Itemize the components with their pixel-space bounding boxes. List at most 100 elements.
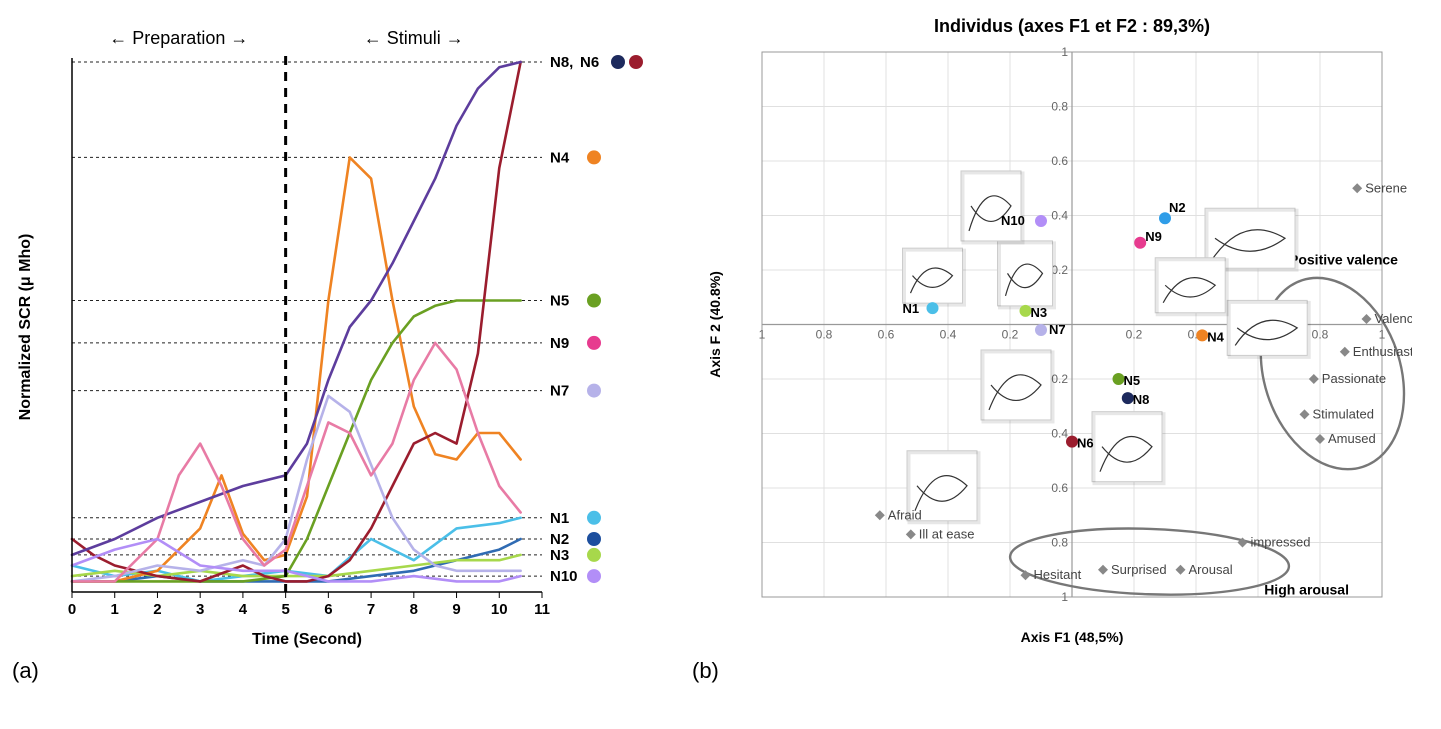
thumbnail-N9 [1155, 258, 1227, 315]
y-tick-label: 0.8 [1051, 100, 1068, 114]
attr-label-valence: Valence [1375, 311, 1413, 326]
legend-dot-N1 [587, 511, 601, 525]
pca-title: Individus (axes F1 et F2 : 89,3%) [934, 16, 1210, 36]
legend-dot-N5 [587, 294, 601, 308]
legend-dot-N10 [587, 569, 601, 583]
group-label-1: High arousal [1264, 581, 1349, 597]
attr-label-stimulated: Stimulated [1313, 406, 1374, 421]
attr-marker-passionate [1309, 374, 1319, 384]
legend-text-N4: N4 [550, 149, 570, 166]
legend-text-N5: N5 [550, 293, 569, 310]
attr-marker-enthusiastic [1340, 347, 1350, 357]
thumbnail-N10 [961, 171, 1023, 243]
attr-marker-valence [1362, 314, 1372, 324]
legend-dot-N4 [587, 150, 601, 164]
line-chart-svg: ← Preparation → ← Stimuli → N8, N6 N4 N5 N9 N7 N… [12, 12, 662, 652]
y-axis-label: Normalized SCR (μ Mho) [17, 234, 34, 421]
x-tick-label: 10 [491, 601, 508, 618]
y-tick-label: 0.6 [1051, 481, 1068, 495]
pca-chart-svg: Individus (axes F1 et F2 : 89,3%) 1 1 0.8 0.… [692, 12, 1412, 652]
thumbnail-N4 [1227, 300, 1309, 357]
attr-label-serene: Serene [1365, 180, 1407, 195]
thumbnail-N7 [981, 350, 1053, 422]
x-tick-label: 2 [153, 601, 161, 618]
pca-point-N10 [1035, 215, 1047, 227]
attr-label-arousal: Arousal [1189, 562, 1233, 577]
thumbnail-box [903, 248, 963, 303]
legend-dot-N6 [629, 55, 643, 69]
attr-label-impressed: impressed [1251, 535, 1311, 550]
legend-text-N8: N8, [550, 54, 573, 71]
phase-label-stimuli: ← Stimuli → [364, 28, 464, 48]
thumbnail-N6 [1092, 412, 1164, 484]
x-tick-label: 0.6 [878, 328, 895, 342]
phase-label-preparation: ← Preparation → [109, 28, 248, 48]
panel-b-label: (b) [692, 658, 1412, 684]
attr-label-afraid: Afraid [888, 507, 922, 522]
x-tick-label: 9 [452, 601, 460, 618]
x-tick-label: 4 [239, 601, 248, 618]
series-N7 [72, 396, 521, 582]
attr-label-passionate: Passionate [1322, 371, 1386, 386]
legend-dot-N2 [587, 532, 601, 546]
x-tick-label: 7 [367, 601, 375, 618]
legend-dot-N3 [587, 548, 601, 562]
y-tick-label: 0.8 [1051, 536, 1068, 550]
x-tick-label: 8 [410, 601, 418, 618]
x-tick-label: 0.2 [1126, 328, 1143, 342]
x-axis-label: Time (Second) [252, 631, 362, 648]
legend-text-N9: N9 [550, 335, 569, 352]
legend-text-N10: N10 [550, 568, 578, 585]
legend-text-N7: N7 [550, 383, 569, 400]
x-tick-label: 1 [759, 328, 766, 342]
x-tick-label: 1 [111, 601, 119, 618]
series-N9 [72, 343, 521, 582]
y-tick-label: 1 [1061, 45, 1068, 59]
attr-label-surprised: Surprised [1111, 562, 1167, 577]
pca-point-N1 [927, 302, 939, 314]
x-tick-label: 3 [196, 601, 204, 618]
x-tick-label: 0.8 [816, 328, 833, 342]
pca-label-N6: N6 [1077, 436, 1094, 451]
x-tick-label: 11 [534, 601, 550, 618]
pca-y-axis-label: Axis F 2 (40.8%) [707, 271, 723, 378]
attr-marker-ill-at-ease [906, 529, 916, 539]
x-tick-label: 0 [68, 601, 76, 618]
series-N8 [72, 62, 521, 555]
pca-label-N7: N7 [1049, 322, 1066, 337]
attr-marker-amused [1315, 434, 1325, 444]
legend-text-N2: N2 [550, 531, 569, 548]
legend-text-N3: N3 [550, 547, 569, 564]
attr-label-enthusiastic: Enthusiastic [1353, 344, 1412, 359]
x-tick-label: 6 [324, 601, 332, 618]
attr-marker-surprised [1098, 565, 1108, 575]
pca-label-N3: N3 [1031, 305, 1048, 320]
thumbnail-box [1227, 300, 1307, 355]
pca-label-N5: N5 [1124, 373, 1141, 388]
pca-label-N8: N8 [1133, 392, 1150, 407]
thumbnail-N3 [998, 241, 1055, 308]
pca-label-N9: N9 [1145, 229, 1162, 244]
attr-label-ill-at-ease: Ill at ease [919, 526, 975, 541]
y-tick-label: 0.4 [1051, 427, 1068, 441]
attr-marker-stimulated [1300, 409, 1310, 419]
panel-b: Individus (axes F1 et F2 : 89,3%) 1 1 0.8 0.… [692, 12, 1412, 684]
panel-a-label: (a) [12, 658, 662, 684]
x-tick-label: 5 [281, 601, 289, 618]
pca-x-axis-label: Axis F1 (48,5%) [1021, 629, 1124, 645]
attr-label-hesitant: Hesitant [1034, 567, 1082, 582]
thumbnail-box [998, 241, 1053, 306]
group-label-0: Positive valence [1289, 252, 1398, 268]
legend-dot-N8 [611, 55, 625, 69]
legend-dot-N9 [587, 336, 601, 350]
thumbnail-N1 [903, 248, 965, 305]
y-tick-label: 1 [1061, 590, 1068, 604]
attr-marker-arousal [1176, 565, 1186, 575]
pca-point-N7 [1035, 324, 1047, 336]
pca-label-N1: N1 [903, 301, 920, 316]
y-tick-label: 0.4 [1051, 209, 1068, 223]
legend-dot-N7 [587, 384, 601, 398]
pca-label-N10: N10 [1001, 213, 1025, 228]
attr-marker-serene [1352, 183, 1362, 193]
legend-text-N6: N6 [580, 54, 599, 71]
